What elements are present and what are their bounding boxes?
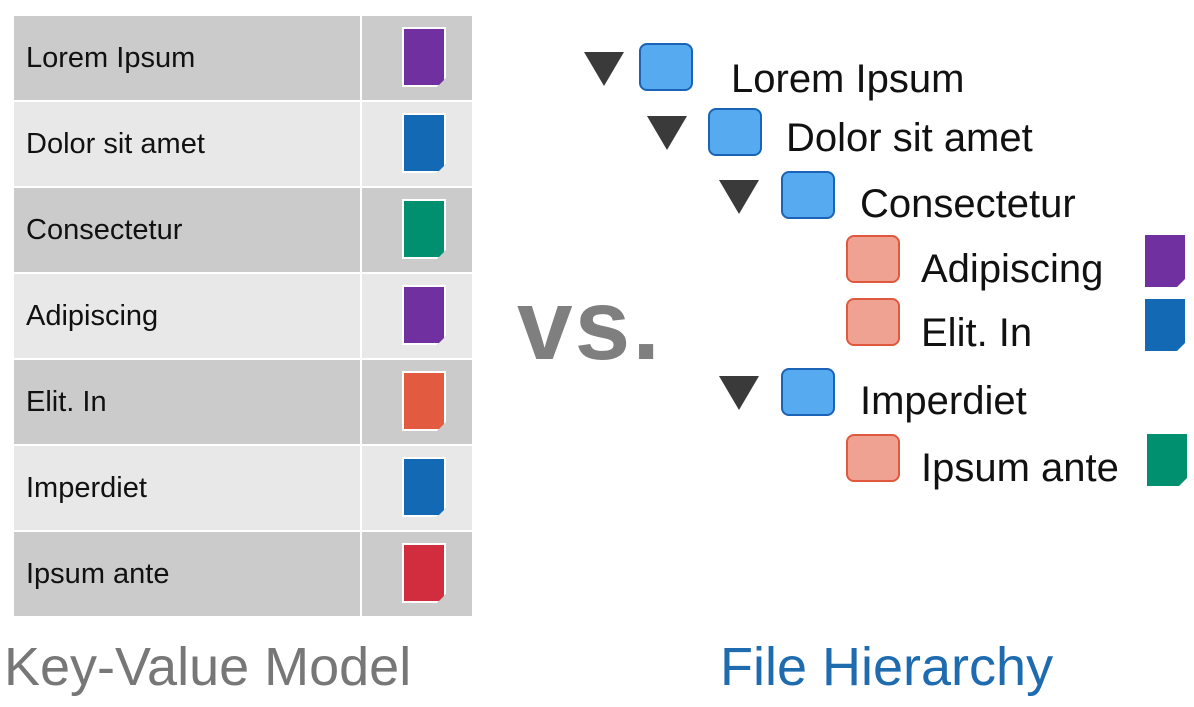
folder-icon [639, 43, 693, 91]
file-icon [846, 298, 900, 346]
kv-row: Lorem Ipsum [14, 16, 472, 100]
tree-label-consectetur[interactable]: Consectetur [860, 182, 1076, 226]
kv-value [362, 446, 472, 530]
document-icon [402, 285, 446, 345]
tree-label-ipsum-ante[interactable]: Ipsum ante [921, 446, 1119, 490]
folder-icon [781, 368, 835, 416]
file-icon [846, 235, 900, 283]
kv-key: Consectetur [14, 188, 360, 272]
folder-icon [708, 108, 762, 156]
document-icon [1145, 235, 1185, 287]
kv-value [362, 188, 472, 272]
tree-label-imperdiet[interactable]: Imperdiet [860, 379, 1027, 423]
kv-value [362, 16, 472, 100]
collapse-triangle-icon[interactable] [719, 376, 759, 410]
kv-value [362, 102, 472, 186]
kv-row: Dolor sit amet [14, 102, 472, 186]
document-icon [1145, 299, 1185, 351]
tree-label-elit-in[interactable]: Elit. In [921, 311, 1033, 355]
tree-label-lorem-ipsum[interactable]: Lorem Ipsum [731, 57, 965, 101]
kv-value [362, 532, 472, 616]
tree-label-dolor-sit-amet[interactable]: Dolor sit amet [786, 116, 1033, 160]
document-icon [1147, 434, 1187, 486]
key-value-table: Lorem Ipsum Dolor sit amet Consectetur A… [14, 16, 472, 618]
tree-label-adipiscing[interactable]: Adipiscing [921, 247, 1104, 291]
kv-key: Dolor sit amet [14, 102, 360, 186]
document-icon [402, 457, 446, 517]
collapse-triangle-icon[interactable] [719, 180, 759, 214]
kv-key: Lorem Ipsum [14, 16, 360, 100]
kv-key: Imperdiet [14, 446, 360, 530]
document-icon [402, 113, 446, 173]
file-icon [846, 434, 900, 482]
file-hierarchy-caption: File Hierarchy [720, 637, 1054, 697]
document-icon [402, 543, 446, 603]
kv-key: Adipiscing [14, 274, 360, 358]
document-icon [402, 199, 446, 259]
kv-row: Consectetur [14, 188, 472, 272]
kv-value [362, 360, 472, 444]
document-icon [402, 27, 446, 87]
collapse-triangle-icon[interactable] [647, 116, 687, 150]
folder-icon [781, 171, 835, 219]
kv-row: Elit. In [14, 360, 472, 444]
kv-key: Ipsum ante [14, 532, 360, 616]
kv-row: Adipiscing [14, 274, 472, 358]
vs-label: vs. [517, 269, 663, 381]
kv-row: Ipsum ante [14, 532, 472, 616]
kv-value [362, 274, 472, 358]
key-value-caption: Key-Value Model [4, 637, 412, 697]
kv-row: Imperdiet [14, 446, 472, 530]
document-icon [402, 371, 446, 431]
kv-key: Elit. In [14, 360, 360, 444]
collapse-triangle-icon[interactable] [584, 52, 624, 86]
